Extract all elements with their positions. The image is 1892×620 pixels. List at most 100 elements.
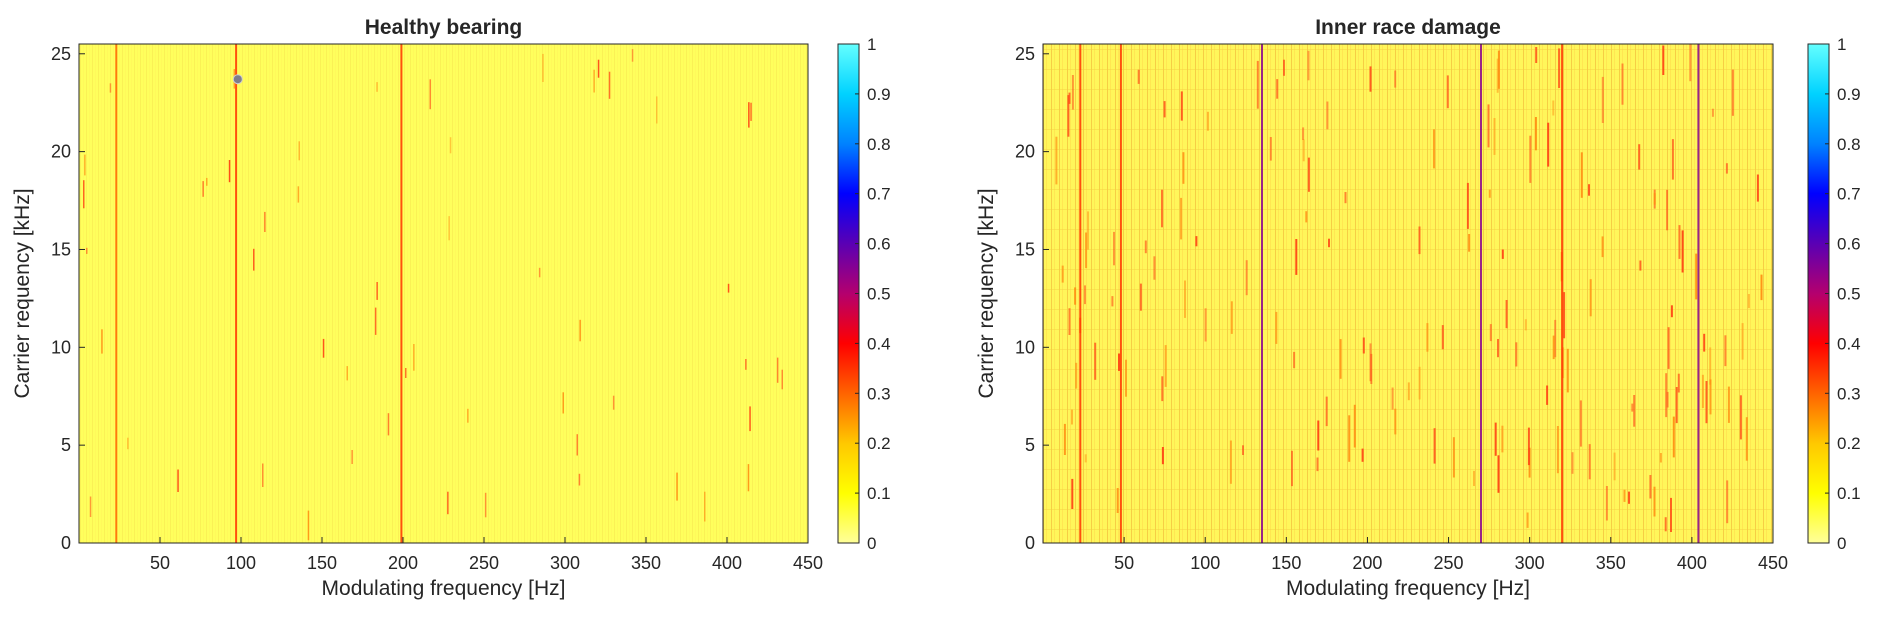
y-tick-label: 0 [1025,533,1035,553]
heatmap-streak [1670,497,1672,532]
heatmap-streak [1068,308,1071,335]
colorbar-tick-label: 1 [1837,35,1846,54]
heatmap-streak [1711,108,1714,117]
heatmap-streak [1348,415,1351,462]
heatmap-streak [1071,75,1074,110]
heatmap-streak [1180,197,1183,240]
heatmap-streak [597,59,600,78]
x-tick-label: 50 [150,553,170,573]
heatmap-streak [1125,359,1127,397]
x-tick-label: 450 [793,553,823,573]
heatmap-line-2 [1480,44,1482,543]
heatmap-streak [376,282,378,300]
heatmap-streak [1546,385,1549,405]
colorbar-tick-label: 0 [1837,534,1846,553]
colorbar-tick-label: 0.3 [867,384,891,403]
heatmap-streak [1524,319,1527,331]
heatmap-streak [1689,44,1692,82]
heatmap-streak [1116,488,1119,513]
y-tick-label: 25 [51,44,71,64]
heatmap-streak [1741,323,1744,360]
colorbar-tick-label: 0.1 [1837,484,1861,503]
heatmap-streak [376,82,378,92]
heatmap-streak [1493,118,1496,155]
colorbar-tick-label: 0.6 [1837,235,1861,254]
y-tick-label: 15 [1015,239,1035,259]
heatmap-streak [1653,193,1656,205]
heatmap-streak [1344,192,1347,204]
heatmap-streak [656,96,658,124]
heatmap-streak [1230,301,1233,334]
heatmap-streak [1394,70,1397,88]
heatmap-streak [1369,343,1372,382]
colorbar-tick-label: 0.9 [867,85,891,104]
heatmap-streak [1362,337,1365,354]
heatmap-streak [1370,353,1373,384]
heatmap-streak [467,408,469,423]
x-tick-label: 150 [1271,553,1301,573]
x-tick-label: 300 [550,553,580,573]
heatmap-streak [1426,323,1429,352]
heatmap-streak [1547,122,1550,167]
heatmap-streak [781,369,783,390]
colorbar-tick-label: 0.5 [867,285,891,304]
heatmap-streak [1662,45,1665,75]
heatmap-streak [1242,445,1244,455]
x-tick-label: 400 [712,553,742,573]
heatmap-streak [1302,139,1305,162]
heatmap-streak [1137,69,1140,84]
heatmap-streak [202,181,204,197]
heatmap-streak [1206,111,1209,131]
heatmap-streak [1391,387,1394,410]
heatmap-streak [1554,319,1557,358]
heatmap-streak [1245,260,1248,296]
heatmap-streak [1468,234,1471,252]
heatmap-streak [1666,189,1669,231]
colorbar-tick-label: 0.5 [1837,285,1861,304]
heatmap-streak [1580,152,1583,198]
y-axis-label: Carrier requency [kHz] [11,188,34,398]
heatmap-streak [1527,427,1530,466]
y-tick-label: 20 [51,142,71,162]
heatmap-streak [1163,101,1166,118]
heatmap-streak [1526,512,1529,528]
heatmap-streak [374,307,377,335]
heatmap-streak [1466,182,1469,229]
colorbar-tick-label: 0.4 [1837,334,1861,353]
x-axis-label: Modulating frequency [Hz] [322,577,566,600]
heatmap-streak [1666,391,1669,408]
heatmap-streak [1316,457,1319,472]
heatmap-streak [612,395,615,410]
colorbar-tick-label: 0.1 [867,484,891,503]
colorbar-tick-label: 0.2 [1837,434,1861,453]
x-tick-label: 200 [388,553,418,573]
heatmap-streak [538,267,541,278]
heatmap-streak [1394,408,1397,435]
heatmap-streak [1441,325,1444,350]
heatmap-streak [1552,100,1555,116]
heatmap-streak [1613,452,1616,481]
heatmap-streak [1633,395,1636,427]
heatmap-streak [1317,420,1320,451]
heatmap-line-3 [1697,44,1700,543]
heatmap-streak [1275,311,1278,344]
colorbar-tick-label: 0.7 [1837,185,1861,204]
heatmap-streak [1760,274,1763,301]
x-tick-label: 100 [1190,553,1220,573]
heatmap-streak [1534,117,1537,151]
heatmap-streak [1621,63,1624,105]
heatmap-streak [307,510,310,541]
heatmap-streak [1649,475,1652,499]
heatmap-streak [264,211,266,232]
heatmap-streak [1446,75,1449,109]
heatmap-streak [429,79,431,110]
heatmap-streak [1496,58,1499,93]
heatmap-streak [776,357,779,383]
heatmap-streak [1418,366,1421,400]
heatmap-streak [1182,152,1185,184]
heatmap-streak [747,464,750,492]
heatmap-streak [1695,253,1698,300]
heatmap-streak [1204,308,1207,342]
heatmap-streak [1588,184,1590,196]
heatmap-streak [1269,137,1272,161]
